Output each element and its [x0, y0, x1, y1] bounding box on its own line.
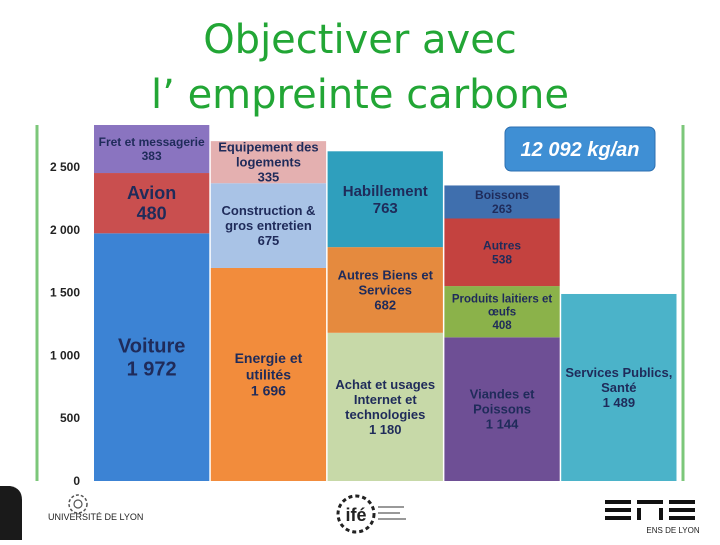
- corner-decoration: [0, 486, 22, 540]
- ens-de-lyon-logo: ENS DE LYON: [595, 484, 715, 540]
- segment-label: Autres Biens et Services 682: [338, 267, 434, 312]
- bar-segment-1-1: [210, 183, 327, 268]
- bar-segment-2-2: [327, 151, 443, 248]
- segment-label: Avion 480: [127, 183, 176, 224]
- bar-segment-3-2: [444, 218, 560, 287]
- segment-label: Voiture 1 972: [118, 336, 185, 381]
- bar-segment-1-2: [210, 141, 327, 184]
- ife-ring-icon: [336, 494, 376, 534]
- total-badge-text: 12 092 kg/an: [521, 139, 640, 161]
- y-tick-label: 500: [60, 411, 80, 425]
- segment-label: Services Publics, Santé 1 489: [565, 365, 672, 410]
- segment-label: Produits laitiers et œufs 408: [452, 293, 553, 331]
- y-tick-label: 2 500: [50, 160, 80, 174]
- ife-logo: ifé: [330, 484, 430, 540]
- bar-segment-2-1: [327, 247, 443, 333]
- bar-segment-0-3: [94, 117, 209, 125]
- segment-label: Equipement des logements 335: [218, 140, 318, 185]
- universite-de-lyon-logo: UNIVERSITÉ DE LYON: [0, 484, 160, 540]
- bar-segment-0-0: [94, 233, 210, 481]
- ens-de-lyon-text: ENS DE LYON: [646, 526, 699, 535]
- segment-label: Construction & gros entretien 675: [222, 203, 316, 248]
- bar-segment-2-0: [327, 332, 443, 481]
- bar-segment-0-2: [94, 125, 210, 174]
- bars: Voiture 1 972 Avion 480 Fret et messagerie 38…: [94, 98, 677, 481]
- ife-text: ifé: [345, 505, 366, 525]
- segment-label: Boissons 263: [475, 188, 529, 216]
- bar-segment-4-0: [561, 293, 677, 481]
- bar-segment-0-1: [94, 173, 210, 234]
- y-tick-label: 2 000: [50, 223, 80, 237]
- segment-label: Fret et messagerie 383: [99, 135, 205, 163]
- bar-segment-3-1: [444, 286, 560, 338]
- title-line-1: Objectiver avec: [203, 17, 517, 63]
- universite-de-lyon-text: UNIVERSITÉ DE LYON: [48, 512, 143, 522]
- segment-label: Achat et usages Internet et technologies 1 …: [335, 377, 435, 437]
- segment-label: Autres 538: [483, 239, 521, 267]
- bar-segment-1-0: [210, 267, 327, 481]
- y-tick-label: 0: [73, 474, 80, 488]
- segment-label: Viandes et Poissons 1 144: [470, 387, 535, 432]
- bar-segment-3-0: [444, 337, 560, 481]
- segment-label: Energie et utilités 1 696: [235, 350, 303, 398]
- bar-segment-3-3: [444, 185, 560, 219]
- segment-label: 60: [145, 98, 159, 112]
- segment-label: Habillement 763: [343, 183, 428, 217]
- y-tick-label: 1 500: [50, 286, 80, 300]
- universite-de-lyon-emblem-icon: [68, 494, 88, 514]
- ens-mark-icon: [605, 500, 695, 520]
- title-line-2: l’ empreinte carbone: [151, 72, 569, 118]
- y-tick-label: 1 000: [50, 348, 80, 362]
- total-badge: [504, 126, 656, 172]
